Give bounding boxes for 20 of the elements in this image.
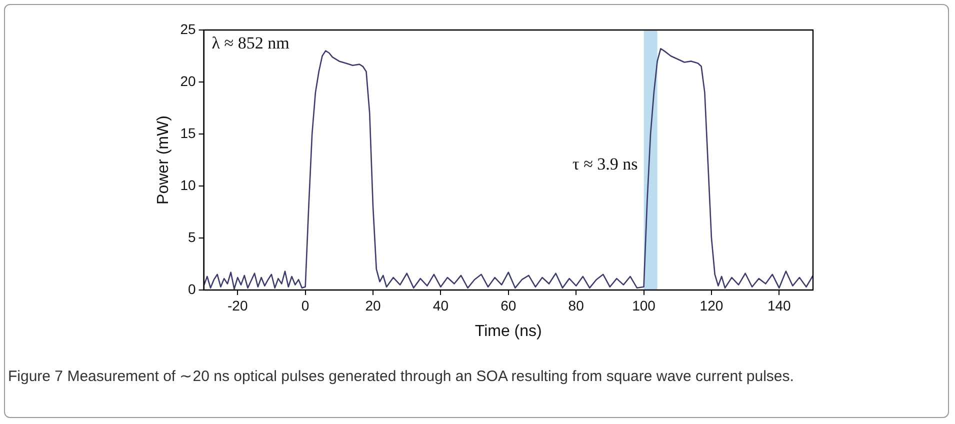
y-tick-label: 15 — [180, 124, 196, 141]
y-tick-label: 20 — [180, 72, 196, 89]
annotation: τ ≈ 3.9 ns — [572, 154, 638, 174]
x-tick-label: 140 — [767, 297, 792, 314]
x-tick-label: 80 — [568, 297, 584, 314]
x-tick-label: 0 — [301, 297, 310, 314]
x-tick-label: 100 — [632, 297, 656, 314]
annotation: λ ≈ 852 nm — [212, 33, 290, 52]
x-axis-title: Time (ns) — [474, 322, 542, 340]
y-tick-label: 10 — [180, 176, 196, 193]
y-tick-label: 5 — [188, 228, 196, 245]
y-axis-title: Power (mW) — [155, 116, 172, 204]
x-tick-label: 20 — [365, 297, 381, 314]
x-tick-label: -20 — [228, 297, 248, 314]
x-tick-label: 120 — [700, 297, 724, 314]
y-tick-label: 0 — [188, 280, 196, 297]
y-tick-label: 25 — [180, 20, 196, 37]
caption: Figure 7 Measurement of ∼20 ns optical pulses generated through an SOA resulting from square wave current pulses. — [8, 367, 795, 387]
x-tick-label: 60 — [500, 297, 516, 314]
x-tick-label: 40 — [432, 297, 449, 314]
